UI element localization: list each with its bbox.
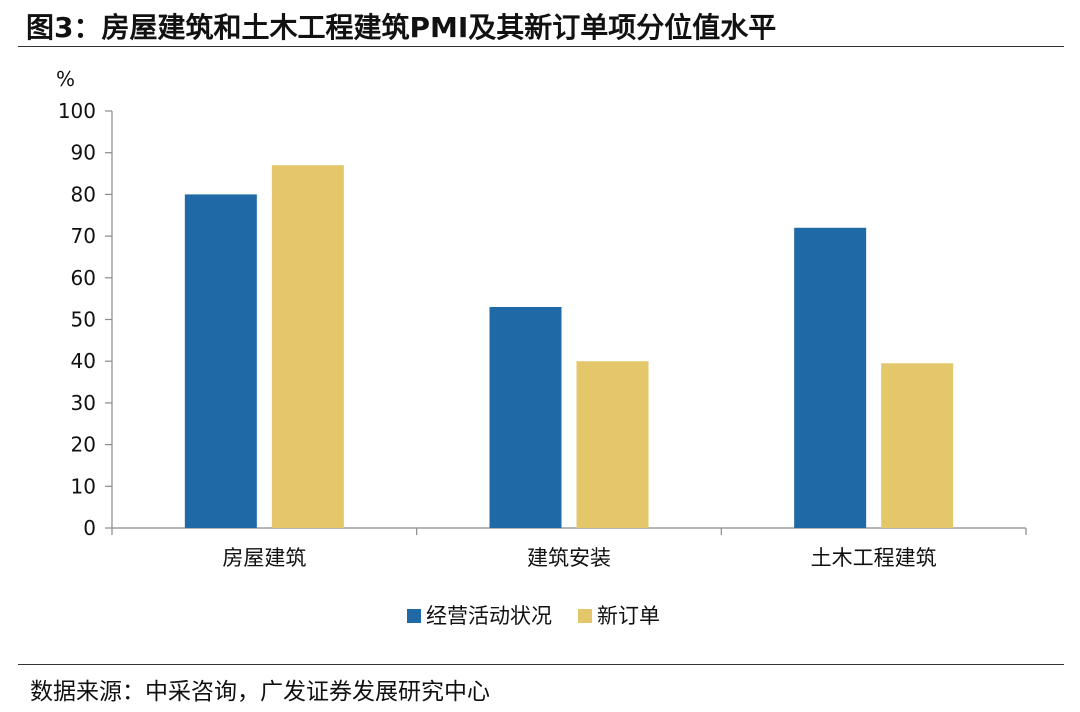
y-tick-label: 50 bbox=[71, 308, 96, 332]
bars bbox=[184, 165, 954, 528]
y-tick-label: 80 bbox=[71, 182, 96, 206]
y-tick-label: 10 bbox=[71, 474, 96, 498]
y-tick-label: 70 bbox=[71, 224, 96, 248]
title-divider bbox=[18, 46, 1064, 47]
legend-label: 经营活动状况 bbox=[426, 604, 552, 628]
page-title: 图3：房屋建筑和土木工程建筑PMI及其新订单项分位值水平 bbox=[26, 11, 777, 44]
x-category-label: 房屋建筑 bbox=[222, 546, 306, 570]
legend-swatch bbox=[578, 609, 592, 623]
y-tick-label: 100 bbox=[58, 99, 96, 123]
legend: 经营活动状况 新订单 bbox=[407, 604, 660, 628]
x-category-label: 土木工程建筑 bbox=[811, 546, 937, 570]
y-tick-label: 0 bbox=[83, 516, 96, 540]
y-tick-label: 20 bbox=[71, 433, 96, 457]
y-tick-label: 90 bbox=[71, 141, 96, 165]
bar bbox=[576, 361, 649, 528]
y-tick-label: 30 bbox=[71, 391, 96, 415]
source-divider bbox=[18, 664, 1064, 665]
legend-swatch bbox=[407, 609, 421, 623]
axes: 0 10 20 30 40 50 60 70 80 90 100 房屋建筑 建筑安装 土木工程建筑 bbox=[58, 99, 1027, 570]
bar bbox=[271, 165, 344, 528]
y-tick-label: 60 bbox=[71, 266, 96, 290]
bar bbox=[794, 227, 867, 528]
x-category-label: 建筑安装 bbox=[527, 546, 611, 570]
y-tick-label: 40 bbox=[71, 349, 96, 373]
bar bbox=[881, 363, 954, 528]
y-axis-unit: % bbox=[56, 67, 75, 91]
source-note: 数据来源：中采咨询，广发证券发展研究中心 bbox=[30, 679, 490, 705]
bar bbox=[489, 306, 562, 528]
bar bbox=[184, 194, 257, 528]
bar-chart: % 0 10 20 30 40 50 60 70 80 90 100 房屋建筑 建筑安装 土木工程建筑 经… bbox=[56, 67, 1027, 628]
legend-label: 新订单 bbox=[597, 604, 660, 628]
